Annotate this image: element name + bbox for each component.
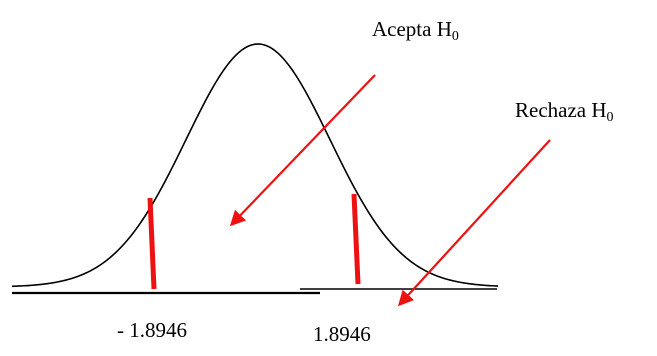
accept-arrow (229, 74, 376, 227)
normal-distribution-curve (11, 43, 499, 288)
reject-label: Rechaza H0 (515, 98, 614, 125)
reject-arrow (397, 139, 551, 307)
reject-label-subscript: 0 (607, 110, 614, 125)
accept-label-text: Acepta H (372, 17, 452, 41)
critical-value-left: - 1.8946 (117, 318, 187, 342)
reject-label-text: Rechaza H (515, 98, 607, 122)
critical-line-right (351, 193, 361, 285)
critical-line-left (147, 197, 157, 290)
accept-label-subscript: 0 (452, 29, 459, 44)
accept-label: Acepta H0 (372, 17, 459, 44)
critical-value-right: 1.8946 (313, 322, 371, 346)
